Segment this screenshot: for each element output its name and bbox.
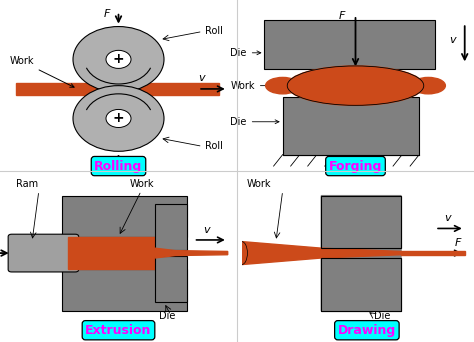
- Text: $F$: $F$: [454, 236, 462, 248]
- Text: Work: Work: [130, 180, 155, 189]
- Text: Roll: Roll: [205, 141, 223, 152]
- FancyBboxPatch shape: [321, 196, 401, 248]
- FancyBboxPatch shape: [401, 251, 465, 255]
- Text: Die: Die: [374, 311, 390, 321]
- Text: Ram: Ram: [16, 180, 38, 189]
- FancyBboxPatch shape: [8, 234, 79, 272]
- Circle shape: [73, 86, 164, 151]
- Text: Die: Die: [159, 311, 176, 321]
- FancyBboxPatch shape: [62, 269, 187, 311]
- Polygon shape: [321, 196, 401, 251]
- FancyBboxPatch shape: [283, 97, 419, 155]
- Text: Rolling: Rolling: [94, 160, 143, 173]
- Text: Forging: Forging: [329, 160, 382, 173]
- Text: $F$: $F$: [103, 8, 111, 19]
- Circle shape: [106, 50, 131, 68]
- Polygon shape: [321, 255, 401, 311]
- Text: $v$: $v$: [445, 213, 453, 223]
- Text: $F$: $F$: [103, 158, 111, 170]
- Text: Work: Work: [230, 81, 279, 91]
- FancyBboxPatch shape: [155, 256, 187, 302]
- FancyBboxPatch shape: [321, 258, 401, 311]
- Text: $F$: $F$: [337, 9, 346, 21]
- Text: $v$: $v$: [198, 73, 207, 83]
- Text: Drawing: Drawing: [338, 324, 396, 337]
- Text: +: +: [113, 52, 124, 66]
- FancyBboxPatch shape: [68, 237, 155, 269]
- FancyBboxPatch shape: [264, 20, 435, 69]
- Text: Roll: Roll: [205, 26, 223, 37]
- Ellipse shape: [287, 66, 424, 105]
- Polygon shape: [321, 248, 401, 258]
- FancyBboxPatch shape: [123, 83, 219, 95]
- Polygon shape: [155, 248, 228, 258]
- Ellipse shape: [236, 241, 247, 265]
- Circle shape: [106, 109, 131, 128]
- Text: Die: Die: [230, 117, 279, 127]
- Text: Work: Work: [246, 180, 271, 189]
- FancyBboxPatch shape: [62, 196, 187, 237]
- Text: Extrusion: Extrusion: [85, 324, 152, 337]
- Ellipse shape: [265, 77, 300, 94]
- Text: $v$: $v$: [449, 35, 458, 45]
- FancyBboxPatch shape: [155, 204, 187, 250]
- Polygon shape: [242, 241, 321, 265]
- FancyBboxPatch shape: [16, 83, 102, 95]
- Text: Die: Die: [230, 48, 261, 58]
- Text: +: +: [113, 111, 124, 126]
- Ellipse shape: [411, 77, 446, 94]
- Circle shape: [73, 27, 164, 92]
- Text: $v$: $v$: [203, 225, 211, 235]
- Text: Work: Work: [9, 56, 74, 87]
